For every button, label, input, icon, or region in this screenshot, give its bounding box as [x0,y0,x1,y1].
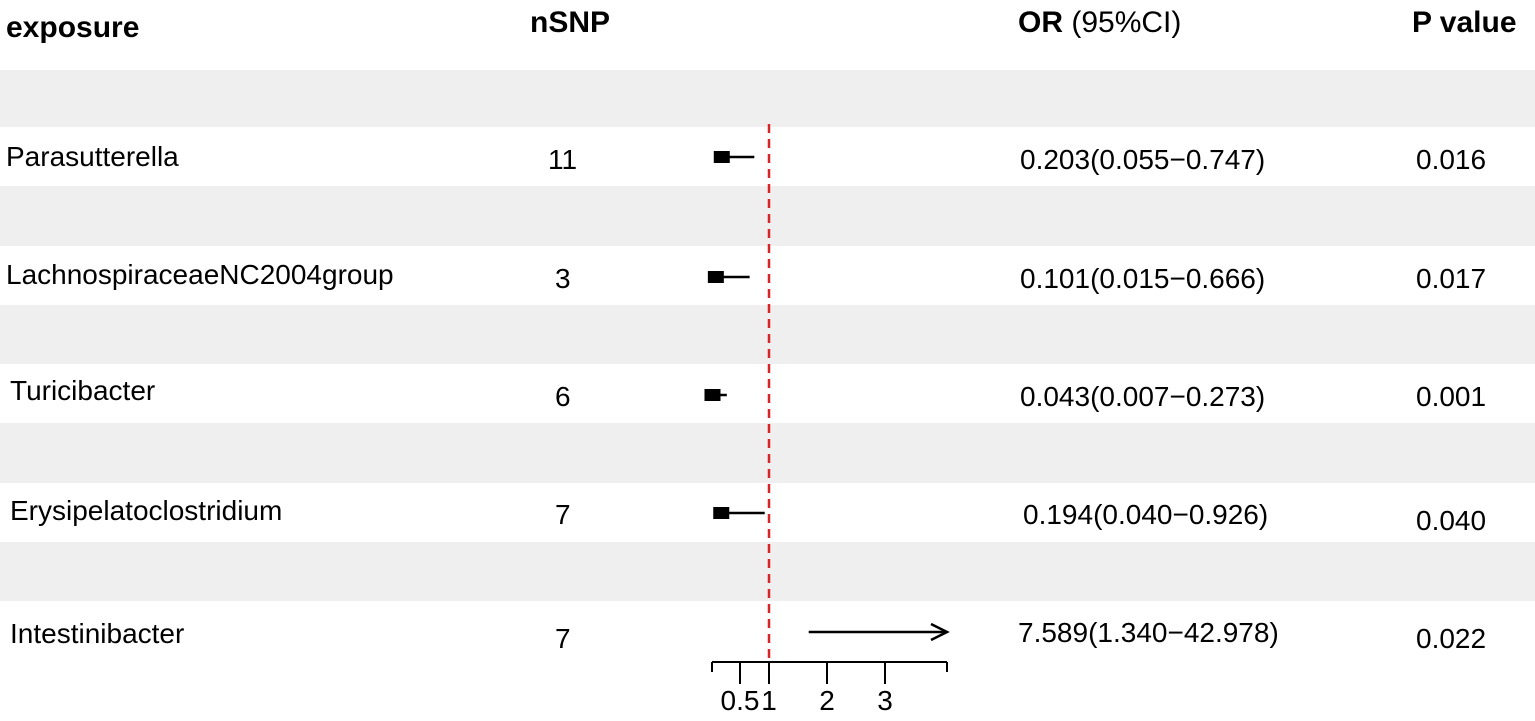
point-estimate [713,507,730,519]
exposure-label: Erysipelatoclostridium [10,495,282,526]
exposure-label: Intestinibacter [10,618,184,649]
ci-arrow [930,622,950,642]
p-value: 0.017 [1416,263,1486,294]
header-or: OR (95%CI) [1018,6,1181,39]
exposure-label: LachnospiraceaeNC2004group [6,259,394,290]
header-nsnp: nSNP [530,6,610,39]
p-value: 0.016 [1416,144,1486,175]
p-value: 0.040 [1416,505,1486,536]
table-row: Intestinibacter 7 7.589(1.340−42.978) 0.… [10,617,1486,654]
tick-label: 1 [761,685,777,716]
or-ci-value: 7.589(1.340−42.978) [1018,617,1279,648]
point-estimate [704,389,721,401]
nsnp-value: 3 [555,263,571,294]
exposure-label: Parasutterella [6,141,179,172]
tick-label: 2 [819,685,835,716]
nsnp-value: 11 [548,144,577,175]
nsnp-value: 6 [555,381,571,412]
or-ci-value: 0.043(0.007−0.273) [1020,381,1265,412]
or-ci-value: 0.194(0.040−0.926) [1023,499,1268,530]
table-row: Erysipelatoclostridium 7 0.194(0.040−0.9… [10,495,1486,536]
row-stripe [0,423,1535,483]
header-pvalue: P value [1412,6,1517,39]
table-row: Parasutterella 11 0.203(0.055−0.747) 0.0… [6,141,1486,175]
nsnp-value: 7 [555,499,571,530]
point-estimate [707,271,724,283]
or-ci-value: 0.203(0.055−0.747) [1020,144,1265,175]
forest-marks [704,124,950,662]
tick-label: 0.5 [721,685,760,716]
header-exposure: exposure [6,11,139,44]
p-value: 0.001 [1416,381,1486,412]
header-or-ci: (95%CI) [1063,6,1181,39]
row-stripe [0,70,1535,127]
row-stripe [0,305,1535,364]
x-axis: 0.5 1 2 3 [711,661,948,716]
exposure-label: Turicibacter [10,375,155,406]
table-row: Turicibacter 6 0.043(0.007−0.273) 0.001 [10,375,1486,412]
or-ci-value: 0.101(0.015−0.666) [1020,263,1265,294]
p-value: 0.022 [1416,623,1486,654]
table-row: LachnospiraceaeNC2004group 3 0.101(0.015… [6,259,1486,294]
tick-label: 3 [877,685,893,716]
header-or-bold: OR [1018,6,1063,39]
nsnp-value: 7 [555,623,571,654]
point-estimate [713,151,730,163]
row-stripe [0,186,1535,246]
row-stripes [0,70,1535,601]
row-stripe [0,542,1535,601]
